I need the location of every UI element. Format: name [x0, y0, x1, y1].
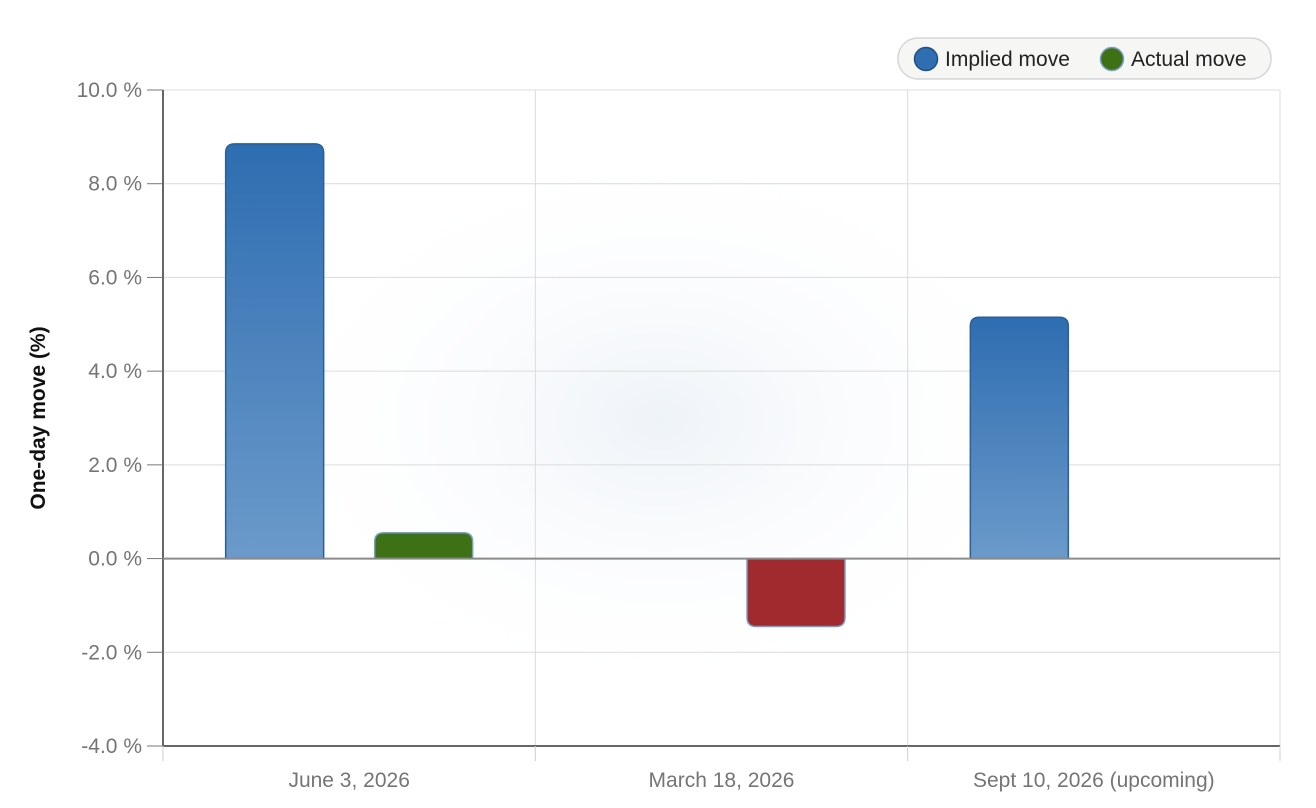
- bar-actual-move-1[interactable]: [746, 557, 846, 628]
- x-categories: June 3, 2026 March 18, 2026 Sept 10, 2026 …: [288, 769, 1214, 792]
- axes: [162, 90, 1281, 761]
- bar-implied-move-0[interactable]: [224, 143, 325, 560]
- plot-background-glow: [240, 130, 1080, 710]
- x-category-label: Sept 10, 2026 (upcoming): [973, 769, 1215, 792]
- y-tick-label: -4.0 %: [81, 735, 142, 758]
- y-tick-label: 4.0 %: [88, 360, 142, 383]
- bar-actual-move-0[interactable]: [373, 532, 474, 560]
- legend-label-actual: Actual move: [1131, 48, 1247, 71]
- y-tick-label: 0.0 %: [88, 548, 142, 571]
- y-ticks: 10.0 % 8.0 % 6.0 % 4.0 % 2.0 % 0.0 % -2.0 % -4.…: [77, 79, 163, 758]
- legend-item-implied[interactable]: Implied move: [913, 46, 1070, 72]
- legend-swatch-actual: [1099, 46, 1125, 72]
- legend: Implied move Actual move: [897, 37, 1272, 80]
- bars: [224, 143, 1070, 628]
- legend-label-implied: Implied move: [945, 48, 1070, 71]
- bar-implied-move-2[interactable]: [969, 316, 1070, 560]
- legend-item-actual[interactable]: Actual move: [1099, 46, 1247, 72]
- y-axis-title: One-day move (%): [27, 326, 50, 509]
- legend-box: [897, 37, 1272, 80]
- y-tick-label: -2.0 %: [81, 641, 142, 664]
- x-category-label: June 3, 2026: [288, 769, 409, 792]
- x-category-label: March 18, 2026: [649, 769, 795, 792]
- legend-swatch-implied: [913, 46, 939, 72]
- grid: [163, 89, 1281, 746]
- y-tick-label: 6.0 %: [88, 266, 142, 289]
- y-tick-label: 2.0 %: [88, 454, 142, 477]
- y-tick-label: 10.0 %: [77, 79, 142, 102]
- y-tick-label: 8.0 %: [88, 173, 142, 196]
